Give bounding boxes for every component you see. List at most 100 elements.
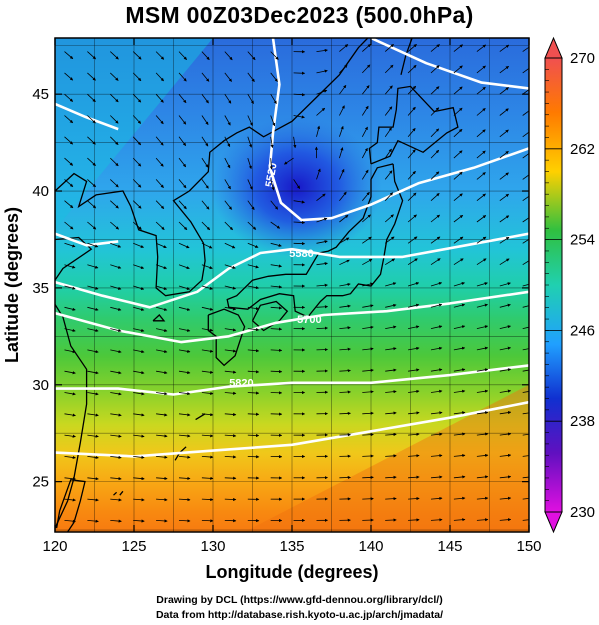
y-tick-label: 35	[32, 280, 49, 297]
wind-arrow	[362, 411, 374, 415]
cold-core	[211, 117, 382, 258]
wind-arrow	[270, 264, 283, 268]
wind-arrow	[87, 349, 99, 354]
wind-arrow	[293, 179, 301, 189]
wind-arrow	[293, 93, 306, 97]
wind-arrow	[476, 303, 489, 308]
wind-arrow	[430, 236, 441, 244]
wind-arrow	[156, 413, 168, 417]
wind-arrow	[224, 264, 236, 269]
wind-arrow	[522, 283, 529, 287]
wind-arrow	[247, 264, 259, 269]
wind-arrow	[453, 325, 466, 329]
wind-arrow	[201, 115, 209, 126]
coastline	[55, 38, 369, 529]
wind-arrow	[407, 149, 416, 159]
wind-arrow	[476, 368, 489, 372]
wind-arrow	[453, 171, 463, 180]
wind-arrow	[522, 369, 529, 372]
wind-arrow	[522, 172, 529, 180]
credit-data: Data from http://database.rish.kyoto-u.a…	[155, 609, 444, 621]
wind-arrow	[110, 498, 122, 502]
wind-arrow	[384, 106, 393, 116]
wind-arrow	[201, 455, 214, 459]
wind-arrow	[476, 432, 489, 436]
wind-arrow	[453, 150, 463, 159]
wind-arrow	[522, 391, 529, 393]
wind-arrow	[247, 136, 253, 148]
wind-arrow	[201, 136, 209, 147]
wind-arrow	[408, 518, 420, 522]
wind-arrow	[430, 454, 443, 458]
wind-arrow	[64, 136, 74, 145]
wind-arrow	[132, 136, 142, 146]
wind-arrow	[247, 391, 260, 395]
wind-arrow	[316, 326, 329, 330]
wind-arrow	[408, 303, 420, 308]
wind-arrow	[224, 200, 232, 210]
wind-arrow	[522, 348, 529, 351]
wind-arrow	[64, 370, 76, 375]
wind-arrow	[247, 370, 260, 374]
wind-arrow	[110, 242, 122, 248]
wind-arrow	[87, 93, 96, 103]
wind-arrow	[522, 519, 529, 521]
wind-arrow	[64, 328, 76, 332]
contour-label: 5520	[264, 162, 280, 188]
colorbar-tick-label: 270	[570, 50, 595, 67]
wind-arrow	[476, 65, 486, 74]
wind-arrow	[453, 258, 464, 266]
wind-arrow	[339, 125, 344, 137]
wind-arrow	[155, 72, 164, 82]
wind-arrow	[407, 192, 417, 201]
wind-arrow	[522, 129, 529, 138]
wind-arrow	[339, 168, 345, 180]
credit-drawing: Drawing by DCL (https://www.gfd-dennou.o…	[156, 594, 443, 606]
wind-arrow	[362, 325, 374, 329]
wind-arrow	[499, 411, 512, 415]
wind-arrow	[316, 240, 328, 244]
wind-arrow	[155, 93, 164, 103]
wind-arrow	[270, 200, 279, 210]
wind-arrow	[385, 303, 397, 308]
wind-arrow	[453, 44, 464, 52]
wind-arrow	[384, 127, 392, 138]
wind-arrow	[476, 129, 486, 138]
wind-arrow	[224, 221, 233, 231]
wind-arrow	[155, 136, 164, 146]
wind-arrow	[453, 389, 466, 393]
wind-arrow	[430, 171, 440, 180]
wind-arrow	[110, 349, 122, 354]
wind-arrow	[453, 86, 463, 95]
wind-arrow	[522, 305, 529, 308]
wind-arrow	[87, 328, 99, 332]
wind-arrow	[476, 215, 487, 223]
wind-arrow	[362, 43, 371, 52]
wind-arrow	[499, 44, 510, 52]
wind-arrow	[476, 325, 489, 329]
wind-arrow	[178, 370, 191, 375]
wind-arrow	[178, 498, 191, 502]
wind-arrow	[155, 179, 164, 188]
wind-arrow	[476, 475, 489, 479]
colorbar-tick-label: 246	[570, 322, 595, 339]
wind-arrow	[522, 194, 529, 202]
wind-arrow	[453, 193, 463, 202]
wind-arrow	[224, 93, 232, 104]
wind-arrow	[178, 157, 187, 168]
wind-arrow	[430, 475, 443, 479]
wind-arrow	[110, 115, 119, 124]
wind-arrow	[224, 455, 237, 459]
wind-arrow	[133, 392, 145, 396]
wind-arrow	[156, 370, 168, 375]
wind-arrow	[499, 518, 512, 522]
wind-arrow	[247, 93, 254, 105]
wind-arrow	[132, 157, 142, 167]
wind-arrow	[247, 72, 255, 83]
wind-arrow	[453, 65, 463, 74]
wind-arrow	[430, 518, 443, 522]
wind-arrow	[293, 220, 306, 225]
wind-arrow	[178, 93, 187, 104]
wind-arrow	[201, 476, 214, 480]
x-tick-label: 125	[121, 538, 146, 555]
